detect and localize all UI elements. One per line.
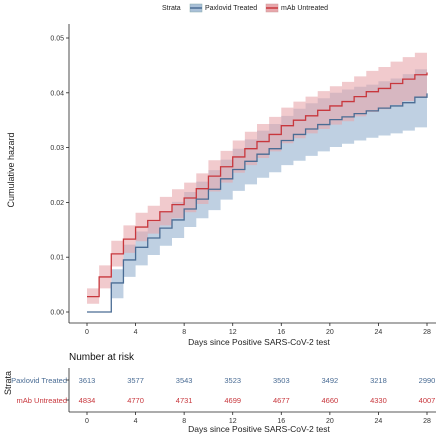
legend: Strata Paxlovid Treated mAb Untreated [162, 3, 328, 13]
x-tick-label: 8 [182, 329, 186, 336]
risk-cell: 3577 [127, 376, 144, 385]
risk-cell: 3523 [224, 376, 241, 385]
confidence-band-mab [87, 50, 427, 304]
risk-cell: 3492 [322, 376, 339, 385]
risk-table-title: Number at risk [69, 352, 135, 363]
y-axis-label: Cumulative hazard [6, 132, 16, 207]
x-tick-label: 0 [85, 329, 89, 336]
risk-x-tick-label: 28 [423, 418, 431, 425]
risk-cell: 2990 [419, 376, 436, 385]
risk-x-tick-label: 12 [229, 418, 237, 425]
legend-title: Strata [162, 5, 181, 12]
risk-cell: 4007 [419, 396, 436, 405]
risk-cell: 3613 [79, 376, 96, 385]
confidence-band-paxlovid [87, 64, 427, 312]
risk-x-tick-label: 20 [326, 418, 334, 425]
risk-table-y-label: Strata [3, 371, 13, 395]
risk-cell: 3503 [273, 376, 290, 385]
risk-x-tick-label: 16 [277, 418, 285, 425]
risk-row-label-mab: mAb Untreated [17, 396, 67, 405]
risk-cell: 4731 [176, 396, 193, 405]
risk-table-axes: 0 4 8 12 16 20 24 28 [66, 368, 436, 425]
risk-table: Number at risk Strata Paxlovid Treated m… [3, 352, 436, 434]
risk-cell: 4677 [273, 396, 290, 405]
legend-label-mab: mAb Untreated [281, 5, 328, 12]
confidence-bands [87, 50, 427, 312]
plot-axes: 0.00 0.01 0.02 0.03 0.04 0.05 0 4 8 12 16 20 24 28 [50, 24, 436, 336]
x-tick-label: 12 [229, 329, 237, 336]
hazard-curves [87, 72, 428, 313]
x-tick-label: 20 [326, 329, 334, 336]
legend-label-paxlovid: Paxlovid Treated [205, 5, 257, 12]
x-tick-label: 4 [134, 329, 138, 336]
y-tick-label: 0.00 [50, 310, 64, 317]
risk-cells: 3613 3577 3543 3523 3503 3492 3218 2990 4834 4770… [79, 376, 436, 405]
risk-cell: 4834 [79, 396, 96, 405]
y-tick-label: 0.04 [50, 90, 64, 97]
x-tick-label: 16 [277, 329, 285, 336]
risk-cell: 4770 [127, 396, 144, 405]
y-tick-label: 0.05 [50, 36, 64, 43]
hazard-curve-mab [87, 72, 428, 298]
risk-cell: 4660 [322, 396, 339, 405]
risk-cell: 4330 [370, 396, 387, 405]
risk-x-tick-label: 4 [134, 418, 138, 425]
hazard-curve-paxlovid [87, 93, 428, 313]
x-axis-label: Days since Positive SARS-CoV-2 test [188, 337, 330, 347]
x-tick-label: 24 [375, 329, 383, 336]
risk-cell: 4699 [224, 396, 241, 405]
risk-x-tick-label: 24 [375, 418, 383, 425]
risk-row-label-paxlovid: Paxlovid Treated [11, 376, 67, 385]
x-tick-label: 28 [423, 329, 431, 336]
y-tick-label: 0.01 [50, 255, 64, 262]
risk-x-tick-label: 0 [85, 418, 89, 425]
y-tick-label: 0.02 [50, 200, 64, 207]
risk-cell: 3218 [370, 376, 387, 385]
risk-cell: 3543 [176, 376, 193, 385]
y-tick-label: 0.03 [50, 145, 64, 152]
risk-x-tick-label: 8 [182, 418, 186, 425]
risk-table-x-axis-label: Days since Positive SARS-CoV-2 test [188, 424, 330, 434]
cumulative-hazard-plot: 0.00 0.01 0.02 0.03 0.04 0.05 0 4 8 12 16 20 24 28 Cu… [6, 24, 436, 347]
